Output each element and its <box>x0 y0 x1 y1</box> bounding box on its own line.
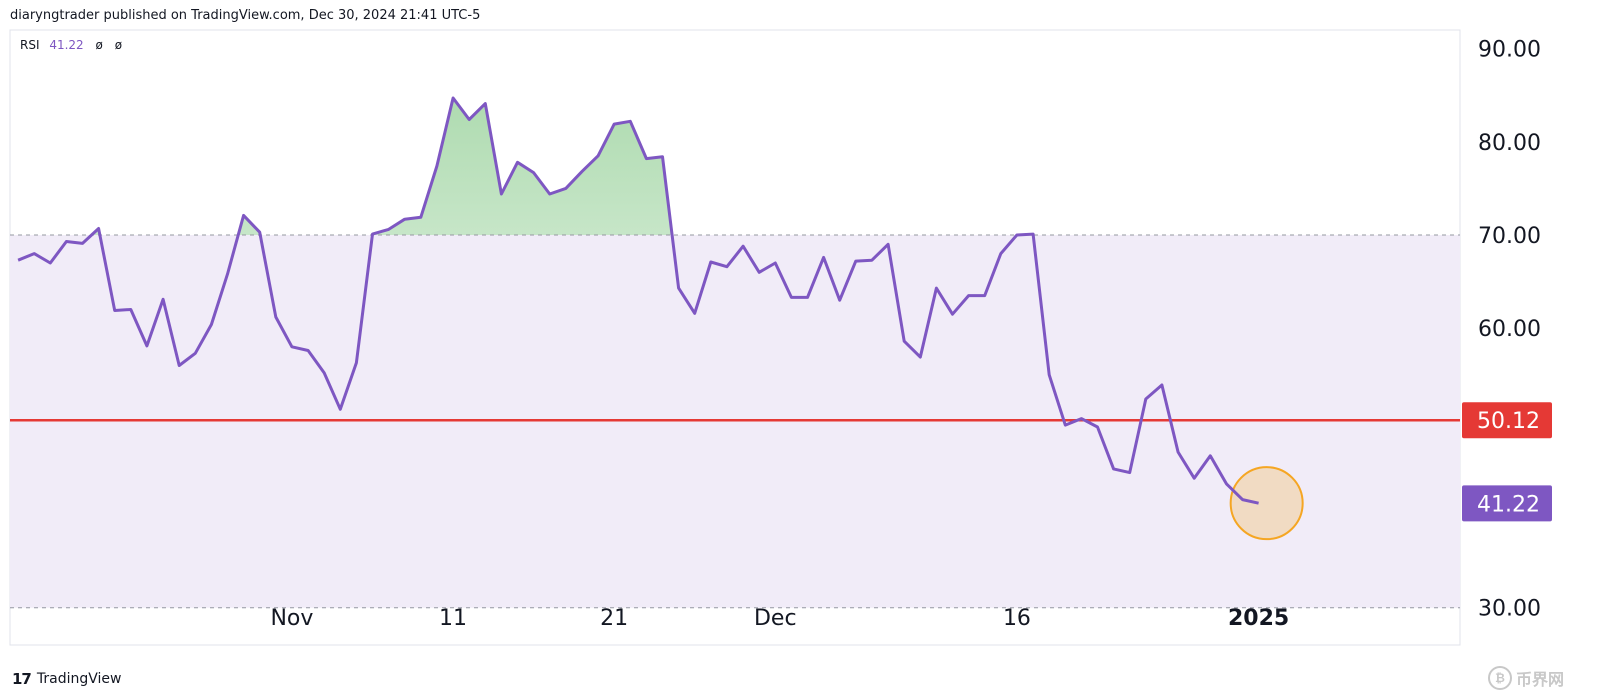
y-tick-label: 70.00 <box>1478 224 1541 249</box>
footer-brand[interactable]: 17 TradingView <box>12 670 121 688</box>
x-tick-label: 21 <box>600 606 628 631</box>
level-badge-bg <box>1462 402 1552 439</box>
y-axis: 90.00 80.00 70.00 60.00 30.00 <box>1478 38 1541 622</box>
legend-glyph-2: ø <box>114 38 123 52</box>
x-axis: Nov 11 21 Dec 16 2025 <box>270 606 1289 631</box>
last-value-badge: 41.22 <box>1462 485 1552 522</box>
tradingview-logo-icon: 17 <box>12 670 32 688</box>
level-badge: 50.12 <box>1462 402 1552 439</box>
indicator-name: RSI <box>20 38 40 52</box>
y-tick-label: 80.00 <box>1478 131 1541 156</box>
rsi-chart[interactable]: 90.00 80.00 70.00 60.00 30.00 Nov 11 21 Dec 16 20… <box>0 0 1600 660</box>
publish-header: diaryngtrader published on TradingView.c… <box>10 8 481 23</box>
indicator-value: 41.22 <box>49 38 84 52</box>
overbought-fill <box>18 98 1259 235</box>
y-tick-label: 30.00 <box>1478 597 1541 622</box>
last-badge-bg <box>1462 485 1552 522</box>
x-tick-label: 16 <box>1003 606 1031 631</box>
y-tick-label: 60.00 <box>1478 317 1541 342</box>
highlight-circle <box>1229 466 1304 541</box>
watermark-text: 币界网 <box>1516 670 1565 689</box>
x-tick-label: Dec <box>754 606 797 631</box>
x-tick-label: Nov <box>270 606 313 631</box>
rsi-line <box>17 96 1259 505</box>
last-badge-label: 41.22 <box>1477 492 1540 517</box>
level-badge-label: 50.12 <box>1477 409 1540 434</box>
legend-glyph-1: ø <box>95 38 103 52</box>
tradingview-brand: TradingView <box>36 671 122 687</box>
x-tick-label: 2025 <box>1228 606 1289 631</box>
indicator-legend[interactable]: RSI 41.22 ø ø <box>20 38 122 52</box>
watermark: ₿ 币界网 <box>1488 666 1564 690</box>
x-tick-label: 11 <box>439 606 467 631</box>
y-tick-label: 90.00 <box>1478 38 1541 63</box>
bitcoin-icon: ₿ <box>1488 666 1512 690</box>
